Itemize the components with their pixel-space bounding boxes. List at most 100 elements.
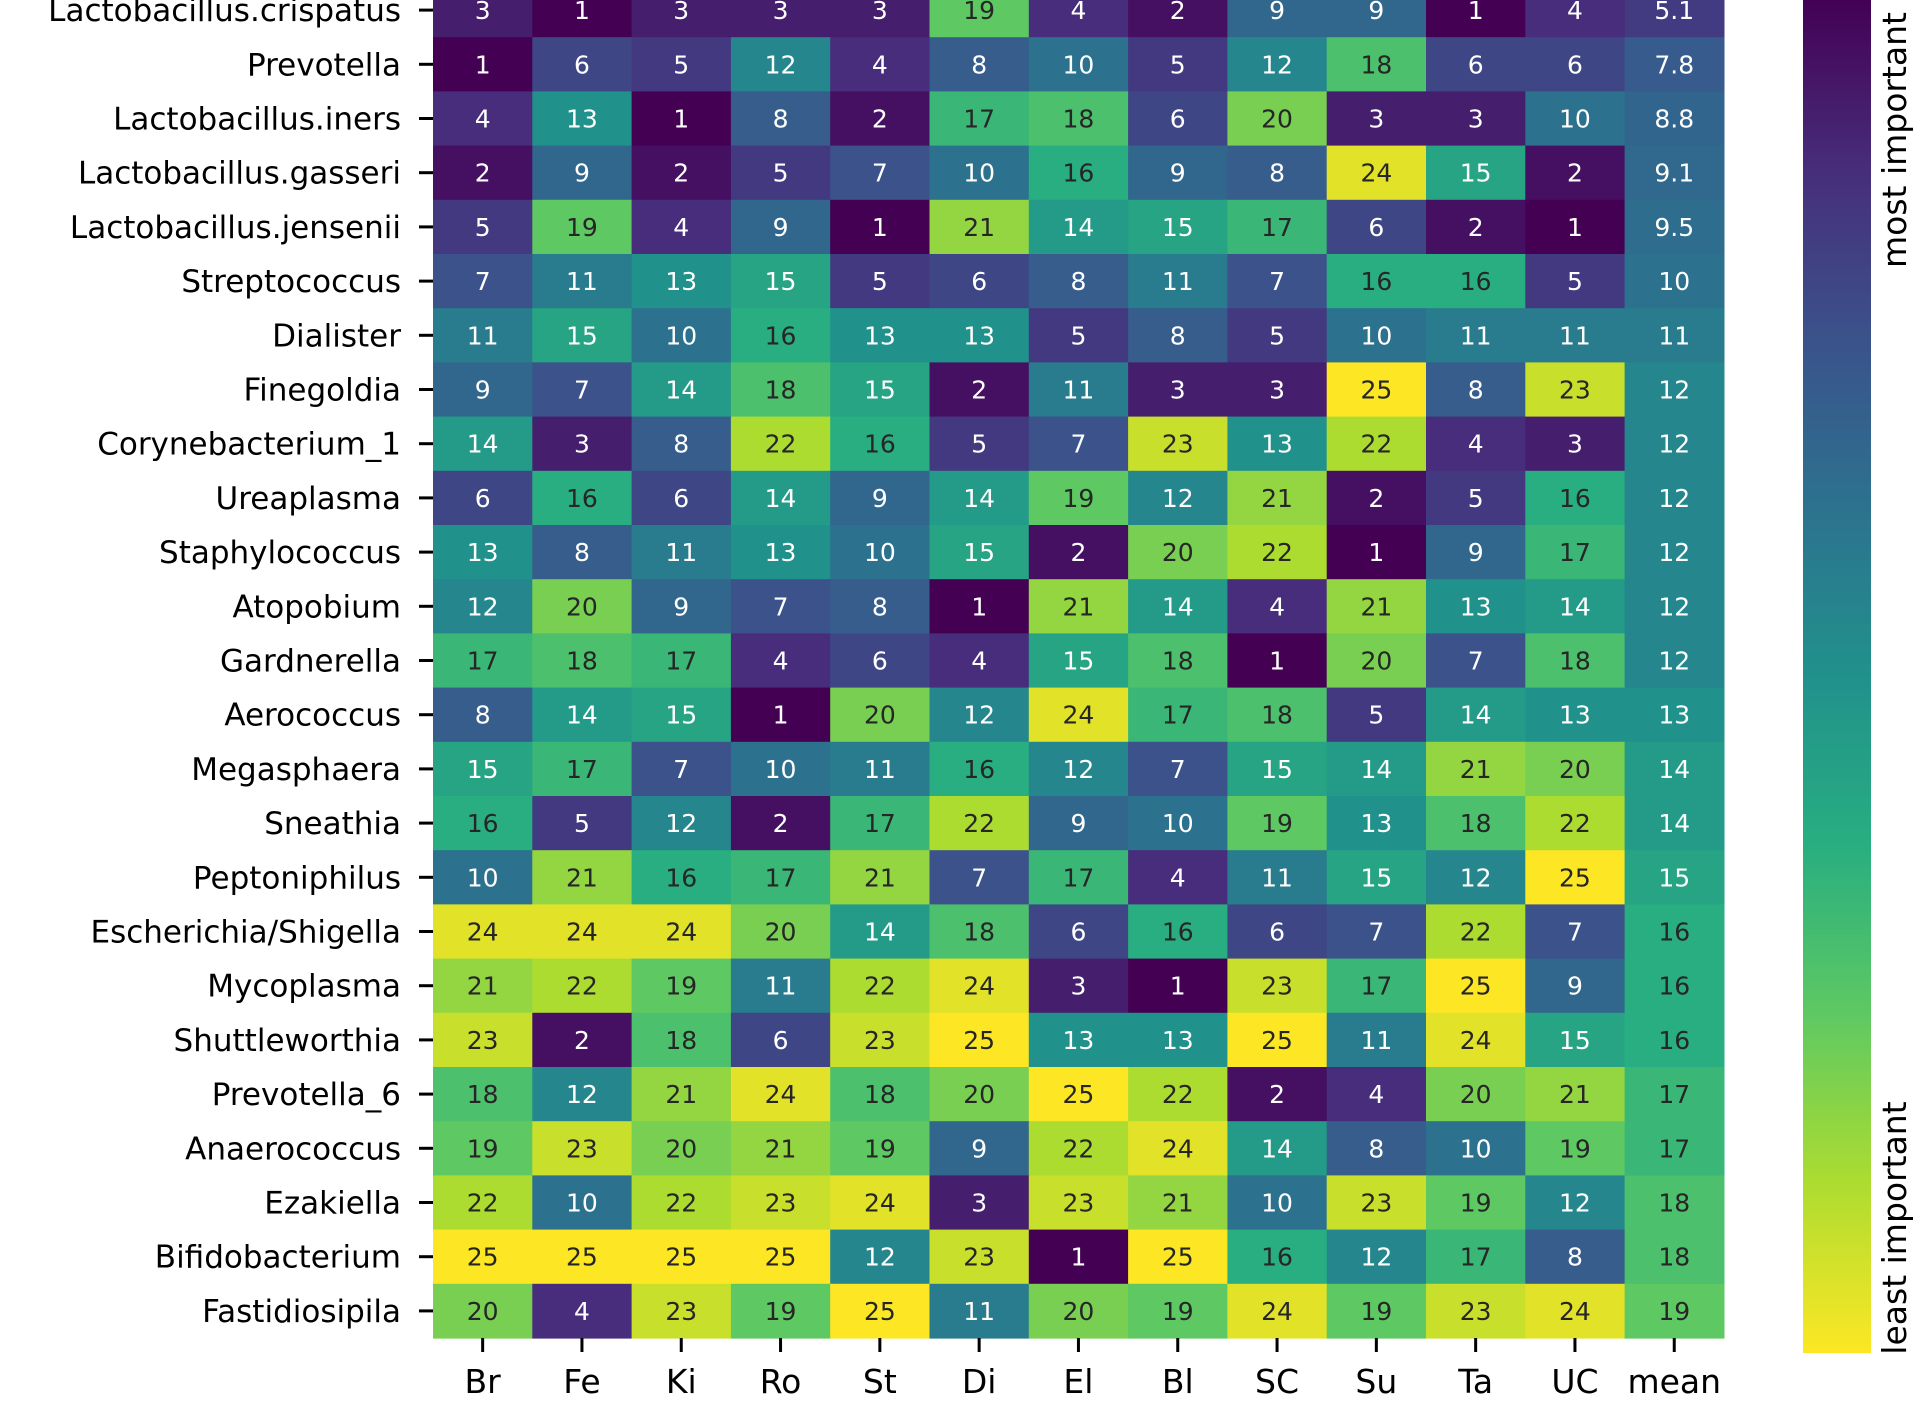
cell-value-label: 17 [765, 863, 797, 892]
row-label: Ureaplasma [216, 481, 401, 517]
heatmap-cell [1326, 254, 1427, 309]
heatmap-cell [1624, 37, 1725, 92]
cell-value-label: 10 [765, 755, 797, 784]
cell-value-label: 7.8 [1654, 50, 1694, 79]
heatmap-cell [631, 1012, 732, 1068]
cell-value-label: 11 [1559, 321, 1591, 350]
heatmap-cell [1326, 199, 1427, 255]
cell-value-label: 11 [665, 538, 697, 567]
cell-value-label: 18 [1162, 647, 1194, 676]
cell-value-label: 15 [1063, 647, 1095, 676]
cell-value-label: 25 [1162, 1243, 1194, 1272]
cell-value-label: 12 [1261, 50, 1293, 79]
cell-value-label: 12 [1658, 376, 1690, 405]
cell-value-label: 22 [1559, 809, 1591, 838]
heatmap-cell [1525, 904, 1626, 960]
heatmap-cell [1624, 958, 1725, 1014]
heatmap-cell [1624, 362, 1725, 418]
cell-value-label: 1 [773, 701, 789, 730]
heatmap-cell [631, 416, 732, 472]
heatmap-cells: 3 1 3 3 3 19 4 2 9 9 1 4 5.11 6 5 12 4 8 10 5 12 18 6 6 7.84 13 1 8… [433, 0, 1725, 1339]
heatmap-cell [1525, 525, 1626, 580]
column-label: Ki [666, 1362, 697, 1401]
cell-value-label: 4 [1170, 863, 1186, 892]
cell-value-label: 20 [1261, 105, 1293, 134]
cell-value-label: 16 [1658, 972, 1690, 1001]
row-label: Dialister [272, 318, 401, 354]
heatmap-cell [1525, 687, 1626, 743]
heatmap-cell [830, 254, 931, 309]
heatmap-cell [730, 308, 831, 363]
cell-value-label: 15 [765, 267, 797, 296]
cell-value-label: 17 [1460, 1243, 1492, 1272]
cell-value-label: 14 [665, 376, 697, 405]
heatmap-cell [532, 1229, 633, 1285]
cell-value-label: 7 [673, 755, 689, 784]
cell-value-label: 10 [1360, 321, 1392, 350]
heatmap-cell [433, 362, 533, 418]
heatmap-cell [1128, 0, 1228, 38]
heatmap-cell [830, 1121, 931, 1176]
cell-value-label: 24 [665, 918, 697, 947]
cell-value-label: 12 [467, 592, 499, 621]
heatmap-cell [929, 145, 1030, 201]
cell-value-label: 5 [1368, 701, 1384, 730]
heatmap-cell [532, 796, 633, 851]
heatmap-cell [1028, 958, 1129, 1014]
column-label: Ta [1457, 1362, 1493, 1401]
cell-value-label: 1 [574, 0, 590, 25]
heatmap-cell [1028, 1012, 1129, 1068]
cell-value-label: 6 [673, 484, 689, 513]
heatmap-cell [532, 904, 633, 960]
cell-value-label: 12 [1559, 1189, 1591, 1218]
row-label: Anaerococcus [185, 1131, 401, 1167]
heatmap-cell [1426, 1175, 1526, 1231]
heatmap-cell [1624, 1229, 1725, 1285]
cell-value-label: 21 [1261, 484, 1293, 513]
heatmap-cell [532, 525, 633, 580]
heatmap-cell [433, 687, 533, 743]
heatmap-cell [1128, 633, 1228, 689]
heatmap-cell [1525, 850, 1626, 905]
row-labels: Lactobacillus.crispatus Prevotella Lactoba… [48, 0, 433, 1330]
heatmap-cell [1624, 796, 1725, 851]
heatmap-cell [1227, 1175, 1328, 1231]
cell-value-label: 9 [673, 592, 689, 621]
heatmap-cell [532, 579, 633, 634]
cell-value-label: 13 [1559, 701, 1591, 730]
heatmap-cell [929, 579, 1030, 634]
cell-value-label: 3 [574, 430, 590, 459]
heatmap-cell [1624, 525, 1725, 580]
cell-value-label: 11 [1360, 1026, 1392, 1055]
cell-value-label: 25 [566, 1243, 598, 1272]
heatmap-cell [532, 958, 633, 1014]
cell-value-label: 14 [1658, 755, 1690, 784]
heatmap-cell [1326, 687, 1427, 743]
heatmap-cell [830, 958, 931, 1014]
heatmap-cell [1525, 308, 1626, 363]
heatmap-cell [1326, 850, 1427, 905]
heatmap-cell [631, 1067, 732, 1122]
heatmap-cell [1227, 633, 1328, 689]
cell-value-label: 17 [1360, 972, 1392, 1001]
cell-value-label: 22 [665, 1189, 697, 1218]
cell-value-label: 13 [864, 321, 896, 350]
cell-value-label: 5 [475, 213, 491, 242]
cell-value-label: 25 [864, 1297, 896, 1326]
heatmap-cell [830, 1012, 931, 1068]
cell-value-label: 6 [971, 267, 987, 296]
heatmap-cell [1028, 1067, 1129, 1122]
cell-value-label: 16 [1162, 918, 1194, 947]
heatmap-cell [1525, 362, 1626, 418]
heatmap-cell [532, 850, 633, 905]
colorbar-bottom-label: least important [1875, 1101, 1914, 1354]
cell-value-label: 1 [475, 50, 491, 79]
cell-value-label: 16 [1360, 267, 1392, 296]
cell-value-label: 1 [1170, 972, 1186, 1001]
heatmap-cell [1624, 1012, 1725, 1068]
cell-value-label: 5 [773, 159, 789, 188]
heatmap-cell [433, 416, 533, 472]
heatmap-cell [1426, 633, 1526, 689]
cell-value-label: 10 [864, 538, 896, 567]
column-label: mean [1627, 1362, 1721, 1401]
